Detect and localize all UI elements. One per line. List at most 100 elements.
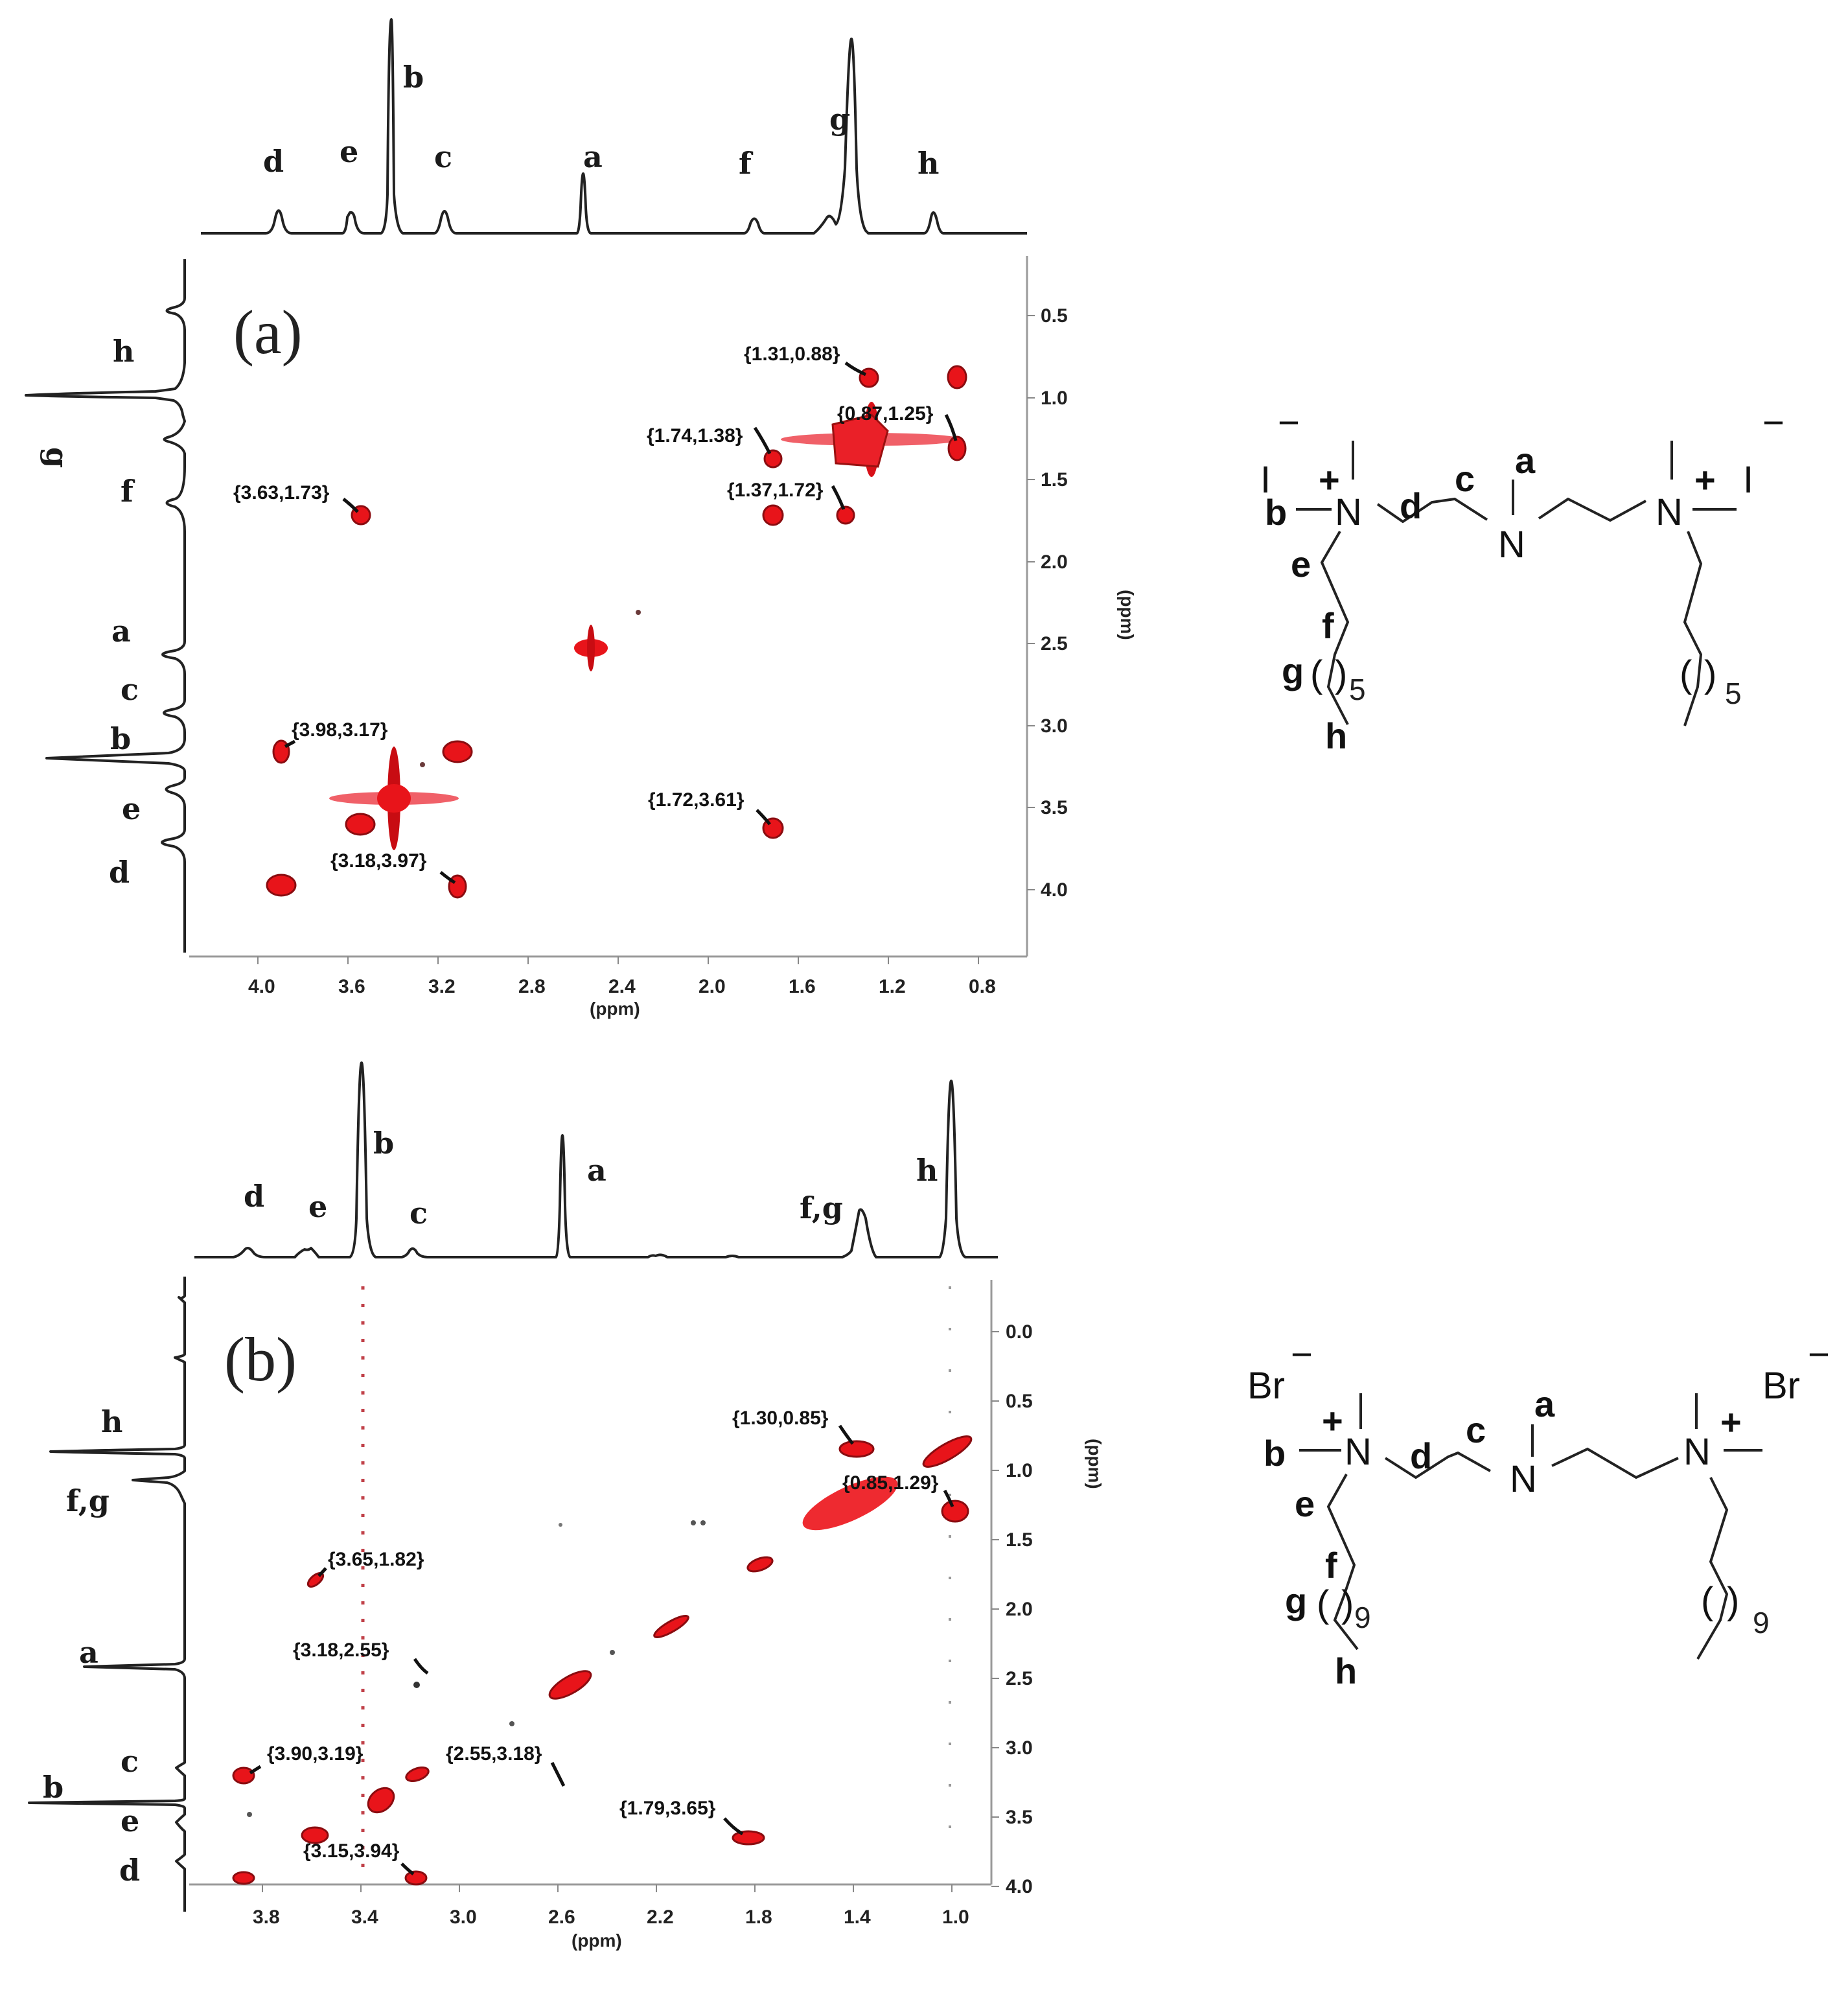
svg-text:+: + bbox=[1694, 459, 1716, 500]
svg-text:c: c bbox=[1466, 1409, 1486, 1450]
top-label-d: d bbox=[263, 144, 284, 179]
svg-text:4.0: 4.0 bbox=[1006, 1876, 1033, 1897]
svg-text:(: ( bbox=[1317, 1583, 1329, 1625]
b-top-label-e: e bbox=[308, 1189, 327, 1224]
panel-b-x-ticklabels: 3.8 3.4 3.0 2.6 2.2 1.8 1.4 1.0 (ppm) bbox=[253, 1906, 969, 1951]
svg-text:4.0: 4.0 bbox=[1041, 879, 1068, 901]
panel-b-left-spectrum: h f,g a c b e d bbox=[28, 1277, 186, 1912]
structure-b: Br − Br − N + b d c N a N + e f g ( ) 9 … bbox=[1247, 1334, 1830, 1691]
svg-text:1.8: 1.8 bbox=[745, 1906, 772, 1928]
b-top-label-c: c bbox=[410, 1196, 428, 1231]
svg-text:b: b bbox=[1265, 492, 1287, 533]
b-annotation-6: {2.55,3.18} bbox=[446, 1743, 542, 1765]
svg-text:b: b bbox=[1264, 1433, 1286, 1474]
left-label-g: g bbox=[40, 447, 75, 468]
svg-text:h: h bbox=[1335, 1651, 1357, 1691]
svg-text:N: N bbox=[1498, 524, 1525, 566]
svg-text:N: N bbox=[1335, 491, 1362, 533]
svg-text:): ) bbox=[1727, 1580, 1739, 1622]
svg-text:3.0: 3.0 bbox=[1041, 715, 1068, 737]
svg-text:3.0: 3.0 bbox=[450, 1906, 477, 1928]
annotation-1: {1.31,0.88} bbox=[744, 343, 840, 365]
svg-text:a: a bbox=[1534, 1384, 1555, 1424]
b-left-label-b: b bbox=[43, 1770, 64, 1805]
annotation-3: {1.74,1.38} bbox=[647, 425, 743, 446]
svg-text:3.8: 3.8 bbox=[253, 1906, 280, 1928]
svg-text:): ) bbox=[1704, 653, 1716, 695]
b-top-label-h: h bbox=[916, 1153, 938, 1188]
b-left-label-h: h bbox=[101, 1404, 122, 1439]
top-label-e: e bbox=[340, 134, 358, 169]
b-left-label-c: c bbox=[121, 1744, 139, 1779]
left-label-h: h bbox=[113, 334, 134, 369]
svg-text:0.5: 0.5 bbox=[1006, 1391, 1033, 1412]
panel-b-y-ticklabels: 0.0 0.5 1.0 1.5 2.0 2.5 3.0 3.5 4.0 (ppm… bbox=[1006, 1321, 1105, 1897]
panel-a-contours bbox=[266, 362, 967, 899]
svg-text:e: e bbox=[1295, 1483, 1315, 1524]
svg-text:): ) bbox=[1341, 1583, 1354, 1625]
svg-text:3.0: 3.0 bbox=[1006, 1737, 1033, 1759]
svg-text:3.2: 3.2 bbox=[428, 976, 456, 997]
left-label-d: d bbox=[109, 855, 130, 890]
svg-text:3.6: 3.6 bbox=[338, 976, 365, 997]
svg-text:g: g bbox=[1285, 1581, 1307, 1621]
svg-text:I: I bbox=[1743, 459, 1753, 501]
svg-text:2.0: 2.0 bbox=[699, 976, 726, 997]
svg-text:a: a bbox=[1515, 440, 1536, 481]
annotation-5: {3.63,1.73} bbox=[233, 482, 330, 504]
b-annotation-4: {3.18,2.55} bbox=[293, 1639, 389, 1661]
b-left-label-e: e bbox=[121, 1803, 139, 1838]
svg-text:N: N bbox=[1510, 1458, 1537, 1500]
svg-text:0.5: 0.5 bbox=[1041, 305, 1068, 327]
left-label-c: c bbox=[121, 672, 139, 707]
top-label-h: h bbox=[918, 146, 939, 181]
svg-text:N: N bbox=[1345, 1431, 1372, 1473]
svg-text:h: h bbox=[1325, 715, 1347, 756]
top-label-b: b bbox=[403, 60, 424, 95]
panel-a-axes bbox=[189, 256, 1035, 964]
panel-b-contours bbox=[232, 1286, 973, 1886]
b-top-label-d: d bbox=[244, 1179, 264, 1214]
b-annotation-7: {1.79,3.65} bbox=[619, 1798, 716, 1819]
svg-text:f: f bbox=[1325, 1545, 1337, 1586]
svg-text:0.8: 0.8 bbox=[969, 976, 996, 997]
svg-text:3.4: 3.4 bbox=[351, 1906, 378, 1928]
svg-text:f: f bbox=[1322, 605, 1334, 646]
left-label-f: f bbox=[121, 474, 135, 509]
svg-text:1.0: 1.0 bbox=[942, 1906, 969, 1928]
svg-text:e: e bbox=[1291, 544, 1311, 585]
svg-text:Br: Br bbox=[1762, 1365, 1800, 1407]
panel-a-tag: (a) bbox=[233, 297, 303, 367]
svg-text:2.2: 2.2 bbox=[647, 1906, 674, 1928]
svg-text:1.6: 1.6 bbox=[789, 976, 816, 997]
top-label-g: g bbox=[829, 102, 850, 137]
svg-text:2.0: 2.0 bbox=[1006, 1599, 1033, 1620]
svg-text:(: ( bbox=[1680, 653, 1692, 695]
svg-text:1.5: 1.5 bbox=[1041, 469, 1068, 491]
panel-a-top-spectrum: d e b c a f g h bbox=[201, 18, 1027, 235]
svg-text:5: 5 bbox=[1349, 673, 1366, 706]
svg-text:1.0: 1.0 bbox=[1006, 1460, 1033, 1481]
panel-a-y-ticklabels: 0.5 1.0 1.5 2.0 2.5 3.0 3.5 4.0 (ppm) bbox=[1041, 305, 1137, 901]
svg-text:2.6: 2.6 bbox=[548, 1906, 575, 1928]
b-left-label-a: a bbox=[79, 1635, 98, 1670]
svg-text:−: − bbox=[1291, 1334, 1313, 1376]
svg-text:I: I bbox=[1260, 459, 1271, 501]
svg-text:): ) bbox=[1335, 653, 1347, 695]
top-label-a: a bbox=[583, 139, 603, 174]
b-top-label-a: a bbox=[587, 1153, 606, 1188]
b-annotation-1: {1.30,0.85} bbox=[732, 1408, 829, 1429]
svg-text:0.0: 0.0 bbox=[1006, 1321, 1033, 1343]
panel-b-x-title: (ppm) bbox=[572, 1930, 622, 1951]
b-annotation-2: {0.85,1.29} bbox=[842, 1472, 939, 1494]
svg-text:1.5: 1.5 bbox=[1006, 1529, 1033, 1551]
annotation-6: {3.98,3.17} bbox=[292, 719, 388, 741]
b-annotation-5: {3.90,3.19} bbox=[267, 1743, 364, 1765]
panel-a-x-ticklabels: 4.0 3.6 3.2 2.8 2.4 2.0 1.6 1.2 0.8 (ppm… bbox=[248, 976, 996, 1019]
panel-b-axes bbox=[189, 1280, 999, 1892]
svg-text:1.0: 1.0 bbox=[1041, 388, 1068, 409]
left-label-b: b bbox=[110, 721, 131, 756]
b-annotation-3: {3.65,1.82} bbox=[328, 1549, 424, 1570]
structure-a: I − I − N + b d c N a N + e f g ( ) 5 h … bbox=[1260, 402, 1784, 756]
